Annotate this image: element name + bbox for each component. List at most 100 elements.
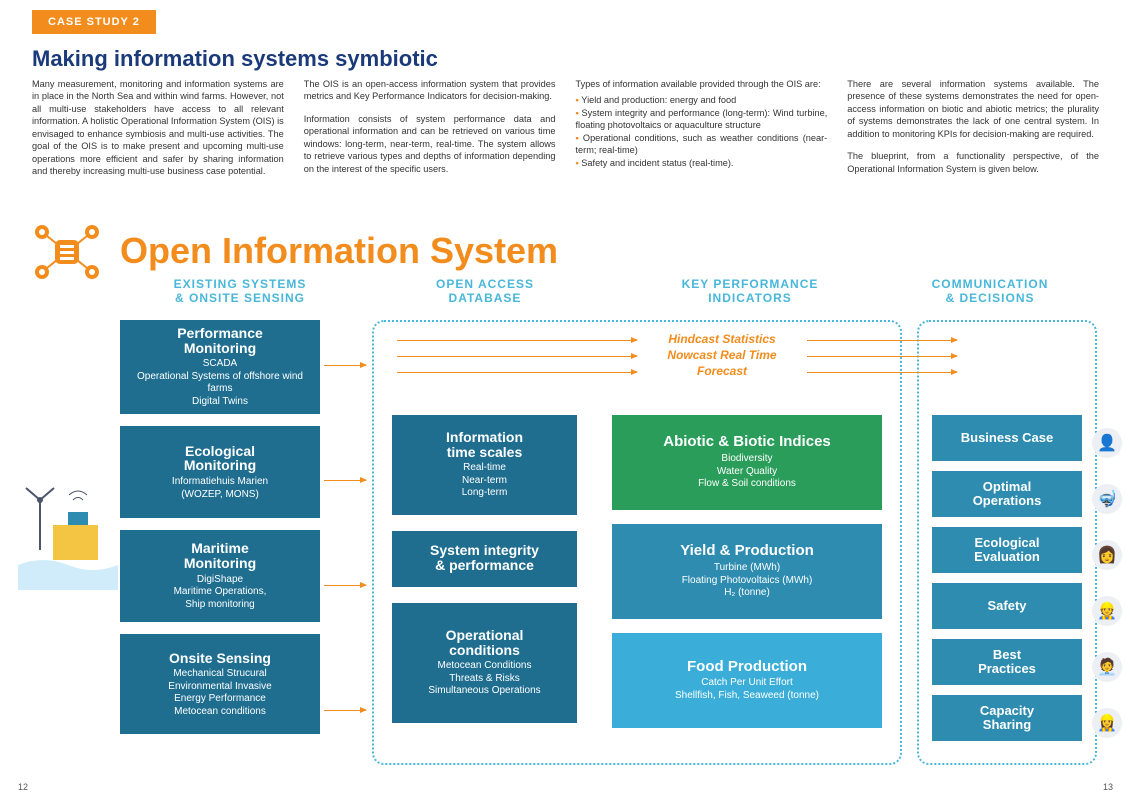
stakeholder-avatar: 👷 — [1092, 596, 1122, 626]
existing-column: PerformanceMonitoring SCADAOperational Sy… — [120, 320, 320, 734]
box-subtext: Metocean conditions — [128, 706, 312, 719]
intro-col-2: The OIS is an open-access information sy… — [304, 78, 556, 177]
intro-p2a: The OIS is an open-access information sy… — [304, 78, 556, 103]
comm-column: Business Case OptimalOperations Ecological… — [932, 415, 1082, 741]
box-subtext: Near-term — [400, 475, 569, 488]
intro-p4a: There are several information systems av… — [847, 78, 1099, 140]
stakeholder-avatar: 🤿 — [1092, 484, 1122, 514]
diagram-box: Food Production Catch Per Unit EffortShel… — [612, 633, 882, 728]
comm-box: OptimalOperations — [932, 471, 1082, 517]
flow-arrow-2 — [324, 480, 366, 481]
box-subtext: (WOZEP, MONS) — [128, 489, 312, 502]
box-title: Onsite Sensing — [128, 651, 312, 666]
box-subtext: SCADA — [128, 358, 312, 371]
kpi-column: Abiotic & Biotic Indices BiodiversityWate… — [612, 415, 882, 728]
box-title: Informationtime scales — [400, 430, 569, 459]
box-subtext: Simultaneous Operations — [400, 685, 569, 698]
column-headers: EXISTING SYSTEMS& ONSITE SENSING OPEN AC… — [120, 278, 1099, 306]
page-number-left: 12 — [18, 782, 28, 792]
intro-p2b: Information consists of system performan… — [304, 113, 556, 175]
box-subtext: Shellfish, Fish, Seaweed (tonne) — [620, 690, 874, 703]
col-header-database: OPEN ACCESSDATABASE — [360, 278, 610, 306]
box-title: PerformanceMonitoring — [128, 326, 312, 355]
arrow-nowcast-left — [397, 356, 637, 357]
arrow-forecast-right — [807, 372, 957, 373]
box-subtext: Ship monitoring — [128, 599, 312, 612]
intro-bullet: Safety and incident status (real-time). — [576, 157, 828, 169]
box-subtext: Turbine (MWh) — [620, 562, 874, 575]
label-forecast: Forecast — [637, 364, 807, 378]
box-subtext: Mechanical Strucural — [128, 668, 312, 681]
box-subtext: Biodiversity — [620, 453, 874, 466]
box-subtext: Floating Photovoltaics (MWh) — [620, 575, 874, 588]
box-subtext: Flow & Soil conditions — [620, 478, 874, 491]
offshore-platform-icon — [18, 470, 118, 590]
diagram-area: Hindcast Statistics Nowcast Real Time Fo… — [32, 320, 1099, 770]
box-title: Food Production — [620, 659, 874, 675]
box-subtext: Metocean Conditions — [400, 660, 569, 673]
col-header-comm: COMMUNICATION& DECISIONS — [890, 278, 1090, 306]
page-number-right: 13 — [1103, 782, 1113, 792]
box-subtext: Long-term — [400, 487, 569, 500]
diagram-title: Open Information System — [120, 230, 558, 272]
intro-p4b: The blueprint, from a functionality pers… — [847, 150, 1099, 175]
diagram-box: PerformanceMonitoring SCADAOperational Sy… — [120, 320, 320, 414]
intro-bullet-list: Yield and production: energy and foodSys… — [576, 94, 828, 169]
stakeholder-avatar: 🧑‍💼 — [1092, 652, 1122, 682]
label-hindcast: Hindcast Statistics — [637, 332, 807, 346]
diagram-box: Informationtime scales Real-timeNear-term… — [392, 415, 577, 515]
intro-col-3: Types of information available provided … — [576, 78, 828, 177]
flow-arrow-1 — [324, 365, 366, 366]
diagram-box: Yield & Production Turbine (MWh)Floating … — [612, 524, 882, 619]
diagram-box: EcologicalMonitoring Informatiehuis Marie… — [120, 426, 320, 518]
box-title: MaritimeMonitoring — [128, 541, 312, 570]
box-subtext: Energy Performance — [128, 693, 312, 706]
box-subtext: Catch Per Unit Effort — [620, 677, 874, 690]
intro-col-4: There are several information systems av… — [847, 78, 1099, 177]
arrow-forecast-left — [397, 372, 637, 373]
intro-bullet: Yield and production: energy and food — [576, 94, 828, 106]
box-subtext: Threats & Risks — [400, 673, 569, 686]
box-title: EcologicalMonitoring — [128, 444, 312, 473]
diagram-box: Abiotic & Biotic Indices BiodiversityWate… — [612, 415, 882, 510]
database-column: Informationtime scales Real-timeNear-term… — [392, 415, 577, 723]
box-subtext: DigiShape — [128, 574, 312, 587]
flow-arrow-3 — [324, 585, 366, 586]
diagram-box: System integrity& performance — [392, 531, 577, 587]
intro-bullet: Operational conditions, such as weather … — [576, 132, 828, 157]
comm-box: EcologicalEvaluation — [932, 527, 1082, 573]
case-study-badge: CASE STUDY 2 — [32, 10, 156, 34]
stakeholder-avatar: 👷‍♀️ — [1092, 708, 1122, 738]
col-header-kpi: KEY PERFORMANCEINDICATORS — [610, 278, 890, 306]
diagram-box: Onsite Sensing Mechanical StrucuralEnviro… — [120, 634, 320, 734]
diagram-box: Operationalconditions Metocean Conditions… — [392, 603, 577, 723]
box-title: Operationalconditions — [400, 628, 569, 657]
box-subtext: Real-time — [400, 462, 569, 475]
box-subtext: Maritime Operations, — [128, 586, 312, 599]
stakeholder-avatar: 👩 — [1092, 540, 1122, 570]
arrow-nowcast-right — [807, 356, 957, 357]
comm-box: BestPractices — [932, 639, 1082, 685]
box-subtext: Informatiehuis Marien — [128, 476, 312, 489]
intro-col-1: Many measurement, monitoring and informa… — [32, 78, 284, 177]
box-title: System integrity& performance — [400, 543, 569, 572]
stakeholder-avatar: 👤 — [1092, 428, 1122, 458]
box-subtext: Environmental Invasive — [128, 681, 312, 694]
label-nowcast: Nowcast Real Time — [637, 348, 807, 362]
intro-p3-intro: Types of information available provided … — [576, 79, 821, 89]
col-header-existing: EXISTING SYSTEMS& ONSITE SENSING — [120, 278, 360, 306]
comm-box: Business Case — [932, 415, 1082, 461]
box-subtext: H₂ (tonne) — [620, 587, 874, 600]
box-title: Abiotic & Biotic Indices — [620, 434, 874, 450]
box-subtext: Operational Systems of offshore wind far… — [128, 371, 312, 396]
intro-bullet: System integrity and performance (long-t… — [576, 107, 828, 132]
comm-box: Safety — [932, 583, 1082, 629]
arrow-hindcast-left — [397, 340, 637, 341]
flow-arrow-4 — [324, 710, 366, 711]
box-subtext: Water Quality — [620, 466, 874, 479]
box-title: Yield & Production — [620, 543, 874, 559]
ois-network-icon — [32, 222, 102, 282]
comm-box: CapacitySharing — [932, 695, 1082, 741]
diagram-box: MaritimeMonitoring DigiShapeMaritime Oper… — [120, 530, 320, 622]
box-subtext: Digital Twins — [128, 396, 312, 409]
